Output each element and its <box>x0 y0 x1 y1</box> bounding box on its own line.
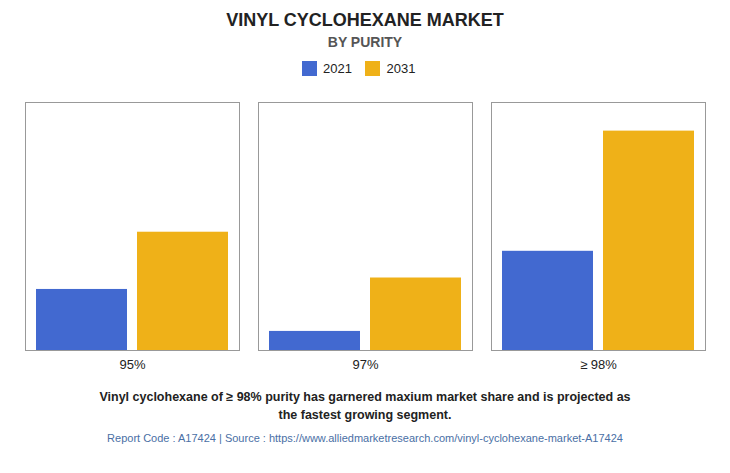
svg-text:97%: 97% <box>352 356 378 371</box>
html-text:2031: 2031 <box>386 61 416 76</box>
html-text:Report Code : A17424 | Source: Report Code : A17424 | Source : https://… <box>107 431 623 444</box>
html-text:BY PURITY: BY PURITY <box>327 34 403 50</box>
html-text:VINYL CYCLOHEXANE MARKET: VINYL CYCLOHEXANE MARKET <box>226 10 504 30</box>
svg-text:95%: 95% <box>119 356 145 371</box>
html-text:2021: 2021 <box>323 61 352 76</box>
html-text:Vinyl cyclohexane of ≥ 98% pur: Vinyl cyclohexane of ≥ 98% purity has ga… <box>99 389 631 422</box>
svg-text:≥ 98%: ≥ 98% <box>580 356 617 371</box>
